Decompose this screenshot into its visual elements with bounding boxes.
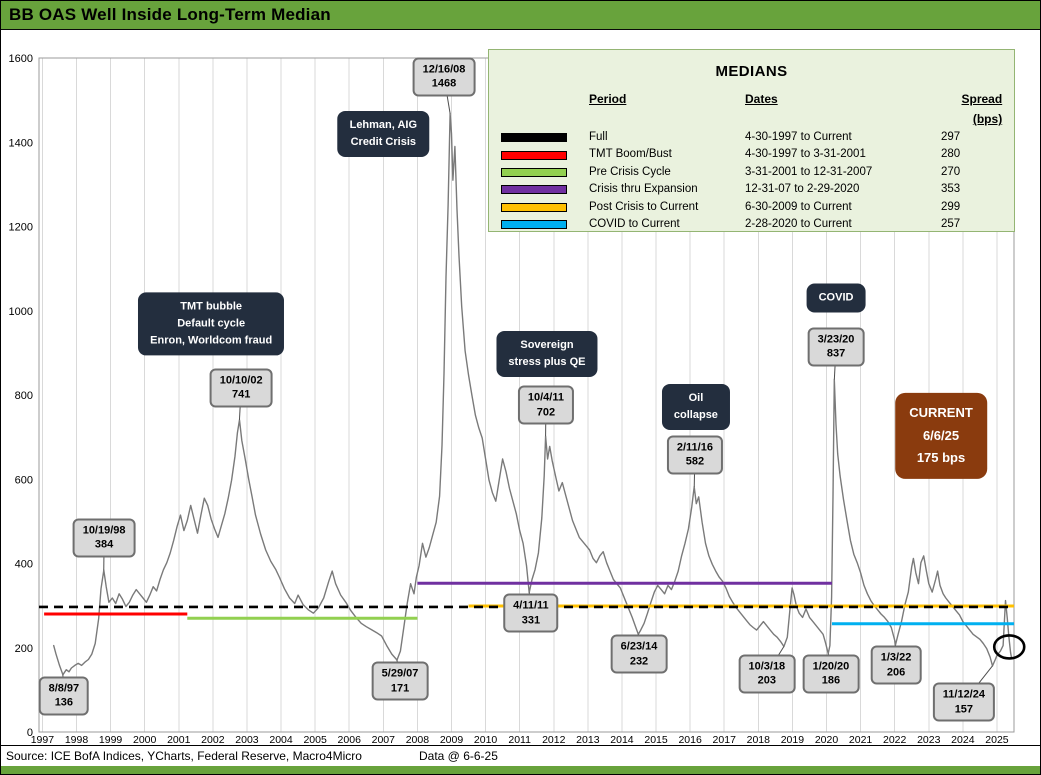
legend-spread-5: 257 — [941, 218, 961, 231]
y-tick-label: 800 — [15, 390, 33, 402]
legend-spread-4: 299 — [941, 200, 961, 213]
annotation-leader — [637, 634, 640, 655]
x-tick-label: 2019 — [781, 734, 805, 746]
data-asof-text: Data @ 6-6-25 — [419, 749, 498, 763]
legend-header-swatch — [501, 89, 589, 129]
x-tick-label: 2011 — [508, 734, 531, 746]
y-tick-label: 0 — [27, 727, 33, 739]
x-tick-label: 2000 — [133, 734, 157, 746]
annotation-leader — [894, 645, 897, 666]
annotation-leader — [693, 454, 696, 487]
x-tick-label: 2014 — [610, 734, 634, 746]
x-tick-label: 2016 — [678, 734, 702, 746]
x-tick-label: 2015 — [644, 734, 668, 746]
legend-period-3: Crisis thru Expansion — [589, 183, 698, 196]
series-line — [53, 112, 1013, 676]
x-tick-label: 2021 — [849, 734, 873, 746]
x-tick-label: 2009 — [440, 734, 464, 746]
x-tick-label: 2003 — [235, 734, 259, 746]
x-tick-label: 2001 — [167, 734, 191, 746]
x-tick-label: 2010 — [474, 734, 498, 746]
y-tick-label: 1600 — [9, 53, 33, 65]
legend-dates-2: 3-31-2001 to 12-31-2007 — [745, 165, 873, 178]
x-tick-label: 1999 — [99, 734, 123, 746]
legend-period-1: TMT Boom/Bust — [589, 148, 672, 161]
y-tick-label: 1400 — [9, 137, 33, 149]
x-tick-label: 1998 — [65, 734, 89, 746]
legend-title: MEDIANS — [715, 63, 788, 80]
y-tick-label: 1200 — [9, 222, 33, 234]
source-text: Source: ICE BofA Indices, YCharts, Feder… — [6, 749, 362, 763]
legend-period-0: Full — [589, 131, 608, 143]
legend-swatch-cell — [501, 146, 589, 163]
medians-legend: MEDIANS Period Dates Spread (bps) Full 4-… — [488, 49, 1015, 232]
legend-period-4: Post Crisis to Current — [589, 200, 699, 213]
x-tick-label: 2023 — [917, 734, 941, 746]
x-tick-label: 2017 — [713, 734, 737, 746]
x-tick-label: 2020 — [815, 734, 839, 746]
current-value-circle — [992, 634, 1026, 660]
legend-color-bar — [501, 185, 567, 195]
y-tick-label: 400 — [15, 559, 33, 571]
legend-dates-5: 2-28-2020 to Current — [745, 218, 852, 231]
legend-spread-3: 353 — [941, 183, 961, 196]
legend-dates-4: 6-30-2009 to Current — [745, 200, 852, 213]
legend-spread-1: 280 — [941, 148, 961, 161]
legend-grid: Period Dates Spread (bps) Full 4-30-1997 … — [489, 89, 1014, 233]
x-tick-label: 2024 — [951, 734, 975, 746]
legend-period-5: COVID to Current — [589, 218, 680, 231]
legend-dates-3: 12-31-07 to 2-29-2020 — [745, 183, 860, 196]
title-bar: BB OAS Well Inside Long-Term Median — [1, 1, 1040, 30]
x-tick-label: 2022 — [883, 734, 907, 746]
legend-color-bar — [501, 202, 567, 212]
legend-header-spread: Spread (bps) — [961, 92, 1003, 126]
legend-swatch-cell — [501, 216, 589, 233]
x-tick-label: 2012 — [542, 734, 566, 746]
legend-color-bar — [501, 150, 567, 160]
bottom-accent-strip — [1, 766, 1040, 774]
x-tick-label: 2002 — [201, 734, 225, 746]
x-tick-label: 2007 — [372, 734, 396, 746]
x-tick-label: 1997 — [31, 734, 55, 746]
y-tick-label: 600 — [15, 474, 33, 486]
legend-swatch-cell — [501, 129, 589, 146]
x-tick-label: 2008 — [406, 734, 430, 746]
legend-dates-0: 4-30-1997 to Current — [745, 131, 852, 143]
legend-period-2: Pre Crisis Cycle — [589, 165, 671, 178]
legend-color-bar — [501, 220, 567, 230]
x-tick-label: 2025 — [985, 734, 1009, 746]
legend-header-period: Period — [589, 92, 627, 106]
legend-swatch-cell — [501, 199, 589, 216]
x-tick-label: 2018 — [747, 734, 771, 746]
page-title: BB OAS Well Inside Long-Term Median — [9, 5, 331, 24]
legend-spread-0: 297 — [941, 131, 961, 143]
legend-color-bar — [501, 168, 567, 178]
legend-swatch-cell — [501, 181, 589, 198]
x-tick-label: 2006 — [338, 734, 362, 746]
legend-swatch-cell — [501, 164, 589, 181]
y-tick-label: 1000 — [9, 306, 33, 318]
y-tick-label: 200 — [15, 643, 33, 655]
legend-spread-2: 270 — [941, 165, 961, 178]
x-tick-label: 2005 — [303, 734, 327, 746]
legend-header-dates: Dates — [745, 92, 778, 106]
footer: Source: ICE BofA Indices, YCharts, Feder… — [1, 745, 1040, 766]
x-tick-label: 2013 — [576, 734, 600, 746]
legend-dates-1: 4-30-1997 to 3-31-2001 — [745, 148, 866, 161]
x-tick-label: 2004 — [269, 734, 293, 746]
legend-color-bar — [501, 133, 567, 143]
